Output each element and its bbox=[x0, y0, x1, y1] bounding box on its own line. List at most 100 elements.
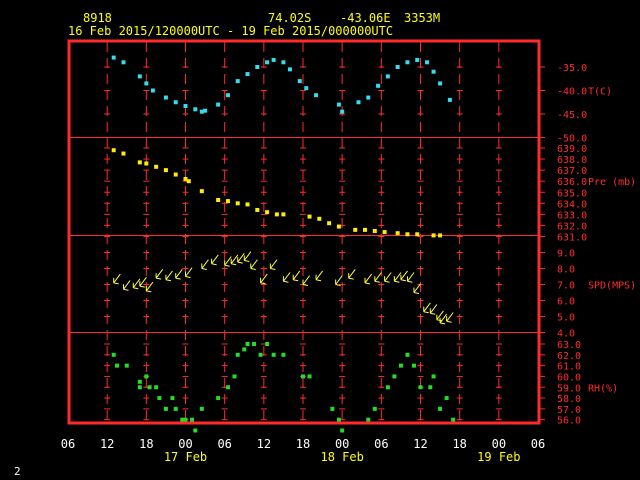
humidity-point bbox=[242, 347, 247, 352]
pressure-point bbox=[438, 233, 443, 238]
x-tick-label: 00 bbox=[178, 437, 192, 451]
wind-arrow bbox=[113, 273, 121, 285]
temperature-point bbox=[137, 74, 142, 79]
pressure-point bbox=[281, 212, 286, 217]
wind-arrow bbox=[439, 313, 448, 325]
temperature-point bbox=[121, 60, 126, 65]
pressure-point bbox=[163, 168, 168, 173]
pressure-point bbox=[327, 221, 332, 226]
pressure-point bbox=[245, 202, 250, 207]
pressure-point bbox=[353, 227, 358, 232]
temperature-point bbox=[235, 79, 240, 84]
humidity-point bbox=[180, 417, 185, 422]
humidity-point bbox=[444, 396, 449, 401]
humidity-point bbox=[385, 385, 390, 390]
humidity-point bbox=[147, 385, 152, 390]
station-id: 8918 bbox=[83, 11, 112, 25]
humidity-point bbox=[418, 385, 423, 390]
y-tick-label: 59.0 bbox=[557, 383, 581, 394]
temperature-point bbox=[395, 65, 400, 69]
humidity-point bbox=[265, 342, 270, 346]
humidity-point bbox=[307, 374, 312, 379]
humidity-point bbox=[258, 352, 263, 357]
wind-arrow bbox=[384, 272, 392, 283]
wind-arrow bbox=[230, 254, 239, 266]
plot-frame bbox=[67, 39, 541, 425]
humidity-point bbox=[137, 385, 142, 390]
y-tick-label: 6.0 bbox=[557, 297, 575, 308]
panel-label-wind: SPD(MPS) bbox=[588, 281, 636, 292]
humidity-point bbox=[372, 406, 377, 411]
y-tick-label: 633.0 bbox=[557, 210, 587, 221]
pressure-point bbox=[431, 233, 436, 238]
y-tick-label: 56.0 bbox=[557, 416, 581, 427]
wind-arrow bbox=[364, 273, 373, 285]
humidity-point bbox=[398, 363, 403, 368]
pressure-point bbox=[216, 197, 221, 202]
temperature-point bbox=[415, 57, 420, 62]
y-tick-label: 63.0 bbox=[557, 340, 581, 351]
x-tick-label: 00 bbox=[492, 437, 506, 451]
x-tick-label: 06 bbox=[61, 437, 75, 451]
humidity-point bbox=[235, 352, 240, 357]
wind-arrow bbox=[374, 272, 382, 283]
wind-arrow bbox=[406, 272, 415, 283]
y-tick-label: 62.0 bbox=[557, 351, 581, 362]
wind-arrow bbox=[122, 280, 131, 291]
panel-label-temp: T(C) bbox=[588, 87, 612, 98]
pressure-point bbox=[317, 216, 322, 221]
humidity-point bbox=[157, 396, 162, 401]
pressure-point bbox=[415, 232, 420, 237]
pressure-point bbox=[137, 160, 142, 165]
humidity-point bbox=[252, 342, 257, 346]
y-tick-label: -45.0 bbox=[557, 110, 587, 121]
station-elev: 3353M bbox=[404, 11, 440, 25]
y-tick-label: 632.0 bbox=[557, 221, 587, 232]
pressure-point bbox=[186, 179, 191, 184]
temperature-point bbox=[203, 108, 208, 113]
humidity-point bbox=[451, 417, 456, 422]
y-tick-label: 635.0 bbox=[557, 188, 587, 199]
x-tick-label: 06 bbox=[374, 437, 388, 451]
humidity-point bbox=[411, 363, 416, 368]
wind-arrow bbox=[260, 273, 268, 285]
temperature-point bbox=[297, 79, 302, 84]
humidity-point bbox=[225, 385, 230, 390]
humidity-point bbox=[190, 417, 195, 422]
wind-arrow bbox=[243, 251, 252, 262]
humidity-point bbox=[232, 374, 237, 379]
wind-arrow bbox=[400, 270, 408, 282]
grid-layer bbox=[69, 42, 539, 422]
y-tick-label: -40.0 bbox=[557, 87, 587, 98]
x-tick-label: 12 bbox=[100, 437, 114, 451]
humidity-point bbox=[137, 379, 142, 384]
temperature-point bbox=[225, 93, 230, 98]
temperature-point bbox=[376, 83, 381, 88]
y-tick-label: -50.0 bbox=[557, 134, 587, 145]
temperature-point bbox=[438, 81, 443, 86]
wind-arrow bbox=[139, 277, 147, 288]
temperature-point bbox=[193, 107, 198, 112]
axes-layer: 06 12 18 00 06 12 18 00 06 12 18 00 06 17 Feb 18 Feb 19… bbox=[61, 63, 636, 464]
temperature-point bbox=[163, 95, 168, 100]
humidity-point bbox=[183, 417, 188, 422]
temperature-point bbox=[287, 67, 292, 72]
y-tick-label: 5.0 bbox=[557, 313, 575, 324]
y-tick-label: 637.0 bbox=[557, 166, 587, 177]
pressure-point bbox=[183, 176, 188, 181]
humidity-point bbox=[330, 406, 335, 411]
pressure-point bbox=[307, 214, 312, 219]
humidity-point bbox=[301, 374, 305, 379]
wind-arrow bbox=[269, 259, 278, 270]
humidity-point bbox=[199, 406, 204, 411]
wind-arrow bbox=[185, 267, 193, 278]
humidity-point bbox=[340, 428, 345, 433]
y-tick-label: 58.0 bbox=[557, 394, 581, 405]
temperature-point bbox=[173, 100, 178, 105]
station-lat: 74.02S bbox=[268, 11, 311, 25]
humidity-point bbox=[111, 352, 116, 357]
pressure-point bbox=[111, 148, 116, 153]
pressure-point bbox=[255, 207, 260, 212]
humidity-point bbox=[144, 374, 149, 379]
